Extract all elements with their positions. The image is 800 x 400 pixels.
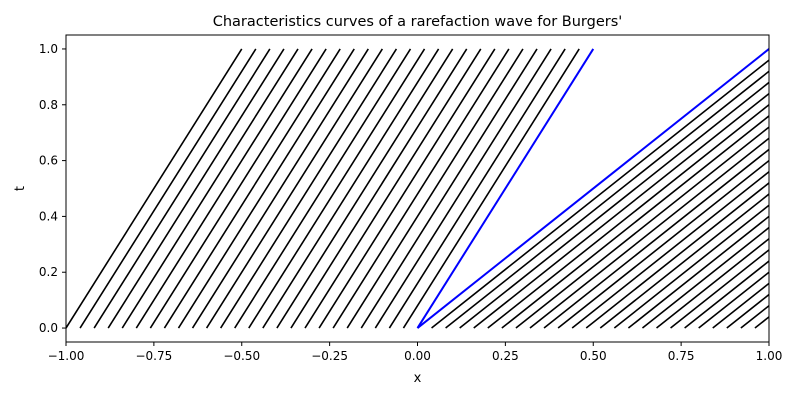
left-characteristic-line xyxy=(346,48,524,329)
left-characteristic-line xyxy=(374,48,552,329)
left-characteristic-line xyxy=(234,48,412,329)
right-characteristic-line xyxy=(656,237,769,329)
x-tick-label: 0.50 xyxy=(580,349,607,363)
x-tick-label: 1.00 xyxy=(756,349,783,363)
right-characteristic-line xyxy=(641,226,769,329)
left-characteristic-line xyxy=(79,48,257,329)
left-characteristic-line xyxy=(304,48,482,329)
right-characteristic-line xyxy=(670,248,769,329)
left-characteristic-line xyxy=(205,48,384,329)
y-tick-label: 0.4 xyxy=(39,209,58,223)
right-characteristic-line xyxy=(599,193,769,329)
x-tick-label: −0.25 xyxy=(311,349,348,363)
right-characteristic-line xyxy=(740,304,769,329)
left-characteristic-line xyxy=(262,48,440,329)
x-axis-ticks: −1.00 −0.75 −0.50 −0.25 0.00 0.25 0.50 0.75 1.00 xyxy=(48,342,783,363)
right-characteristic-line xyxy=(698,271,769,329)
right-characteristic-line xyxy=(445,70,769,329)
right-characteristic-line xyxy=(712,282,769,329)
fan-boundary-line xyxy=(416,48,769,329)
y-axis-label: t xyxy=(13,186,28,191)
right-characteristic-line xyxy=(459,81,769,329)
left-characteristic-line xyxy=(163,48,341,329)
left-characteristic-line xyxy=(290,48,468,329)
right-characteristic-line xyxy=(684,260,769,329)
left-characteristic-line xyxy=(402,48,580,329)
right-characteristic-line xyxy=(529,137,769,329)
x-tick-label: −1.00 xyxy=(48,349,85,363)
x-tick-label: 0.25 xyxy=(492,349,519,363)
left-characteristic-line xyxy=(121,48,299,329)
left-characteristic-line xyxy=(276,48,454,329)
y-tick-label: 0.6 xyxy=(39,154,58,168)
right-characteristic-line xyxy=(627,215,769,329)
left-characteristic-line xyxy=(93,48,271,329)
left-characteristic-line xyxy=(107,48,285,329)
characteristic-lines xyxy=(66,48,769,329)
left-characteristic-line xyxy=(177,48,355,329)
y-tick-label: 0.0 xyxy=(39,321,58,335)
right-characteristic-line xyxy=(613,204,769,329)
y-tick-label: 0.2 xyxy=(39,265,58,279)
right-characteristic-line xyxy=(515,126,769,329)
y-axis-ticks: 0.0 0.2 0.4 0.6 0.8 1.0 xyxy=(39,42,66,335)
chart-title: Characteristics curves of a rarefaction … xyxy=(213,14,623,30)
right-characteristic-line xyxy=(431,59,769,329)
left-characteristic-line xyxy=(360,48,538,329)
left-characteristic-line xyxy=(66,48,243,329)
x-tick-label: −0.75 xyxy=(135,349,172,363)
left-characteristic-line xyxy=(388,48,566,329)
x-tick-label: 0.75 xyxy=(668,349,695,363)
y-tick-label: 1.0 xyxy=(39,42,58,56)
x-axis-label: x xyxy=(414,371,422,386)
left-characteristic-line xyxy=(318,48,496,329)
right-characteristic-line xyxy=(473,92,769,329)
y-tick-label: 0.8 xyxy=(39,98,58,112)
right-characteristic-line xyxy=(501,114,769,329)
right-characteristic-line xyxy=(585,181,769,329)
right-characteristic-line xyxy=(768,327,769,329)
left-characteristic-line xyxy=(248,48,426,329)
right-characteristic-line xyxy=(543,148,769,329)
left-characteristic-line xyxy=(219,48,398,329)
x-tick-label: −0.50 xyxy=(223,349,260,363)
left-characteristic-line xyxy=(332,48,510,329)
fan-boundary-line xyxy=(416,48,595,329)
left-characteristic-line xyxy=(135,48,313,329)
right-characteristic-line xyxy=(571,170,769,329)
right-characteristic-line xyxy=(487,103,769,329)
left-characteristic-line xyxy=(149,48,327,329)
right-characteristic-line xyxy=(557,159,769,329)
fan-boundary-lines xyxy=(416,48,769,329)
left-characteristic-line xyxy=(191,48,369,329)
x-tick-label: 0.00 xyxy=(404,349,431,363)
